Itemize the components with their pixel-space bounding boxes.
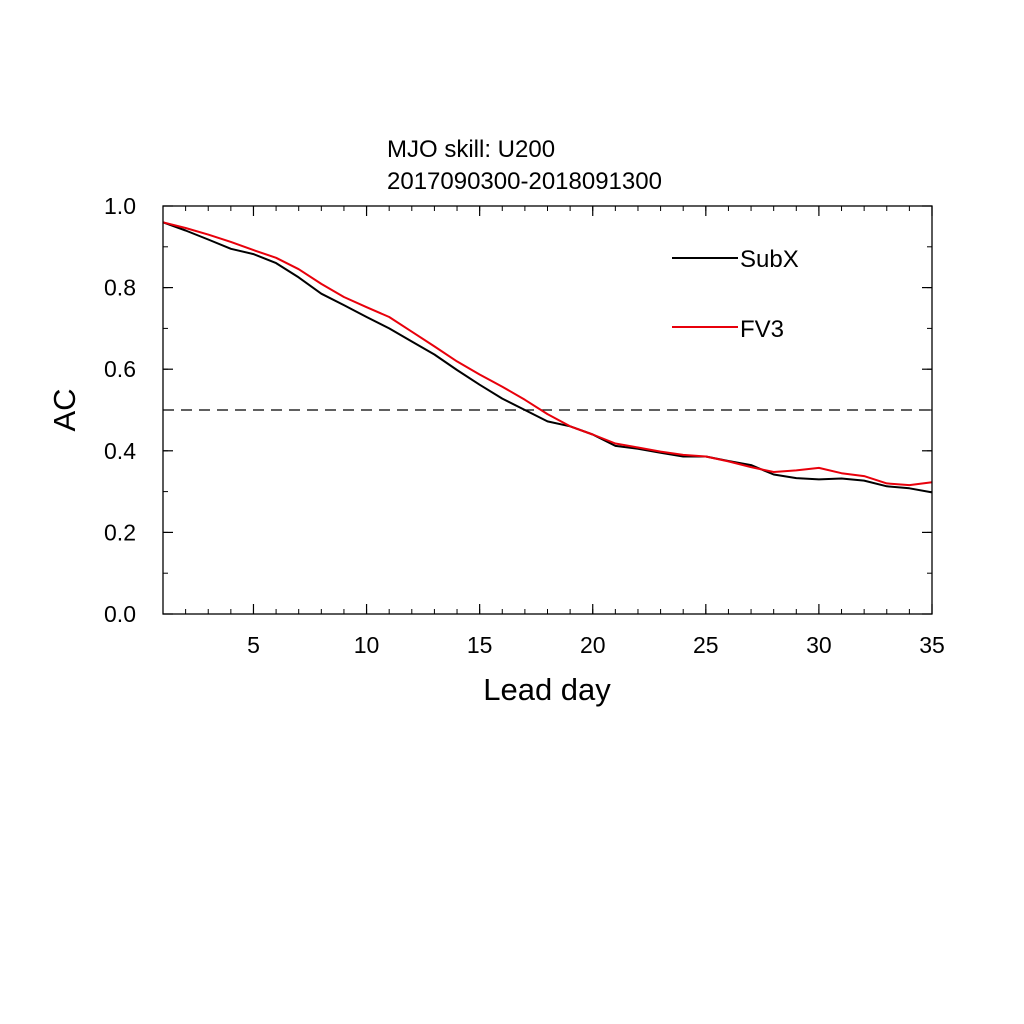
legend-label-fv3: FV3 — [740, 316, 784, 343]
y-tick-label: 1.0 — [104, 193, 136, 219]
y-tick-label: 0.6 — [104, 356, 136, 382]
major-ticks — [163, 205, 933, 615]
chart-title-line-2: 2017090300-2018091300 — [387, 168, 662, 195]
y-axis-label: AC — [47, 388, 82, 431]
series-line-fv3 — [162, 221, 933, 487]
legend-label-subx: SubX — [740, 246, 799, 273]
x-tick-label: 25 — [693, 632, 719, 658]
x-axis-label: Lead day — [483, 672, 611, 707]
plot-frame — [162, 205, 933, 615]
y-tick-label: 0.0 — [104, 601, 136, 627]
x-tick-label: 30 — [806, 632, 832, 658]
x-tick-label: 20 — [580, 632, 606, 658]
y-tick-label: 0.4 — [104, 438, 136, 464]
x-tick-labels: 5 10 15 20 25 30 35 — [247, 632, 945, 658]
legend: SubX FV3 — [672, 246, 799, 343]
x-tick-label: 35 — [919, 632, 945, 658]
x-tick-label: 5 — [247, 632, 260, 658]
chart-title-line-1: MJO skill: U200 — [387, 136, 555, 163]
x-tick-label: 10 — [354, 632, 380, 658]
x-tick-label: 15 — [467, 632, 493, 658]
series-layer — [162, 221, 933, 494]
y-tick-label: 0.8 — [104, 275, 136, 301]
y-tick-label: 0.2 — [104, 519, 136, 545]
series-line-subx — [162, 221, 933, 494]
y-tick-labels: 0.0 0.2 0.4 0.6 0.8 1.0 — [104, 193, 136, 627]
